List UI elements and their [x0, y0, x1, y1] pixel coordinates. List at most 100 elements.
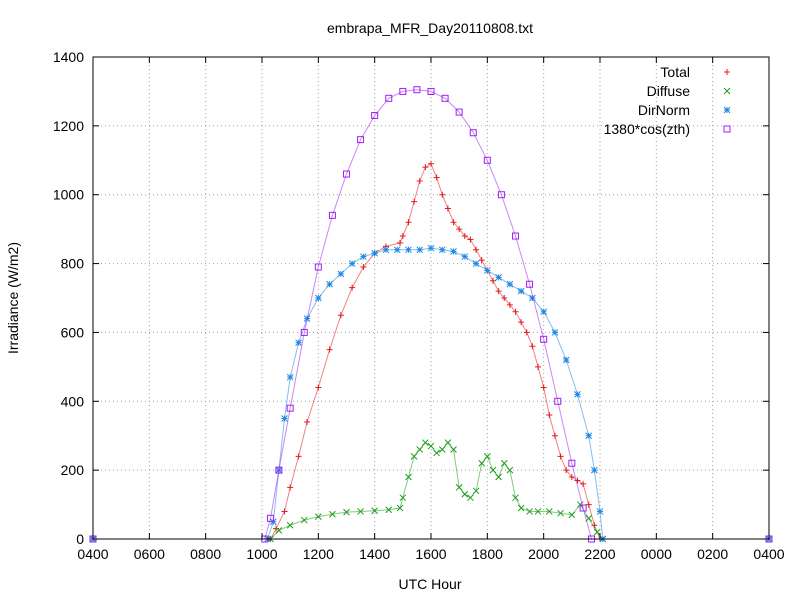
- data-point: [523, 329, 530, 336]
- x-tick-label: 0400: [753, 546, 784, 562]
- data-point: [399, 87, 407, 95]
- data-point: [273, 525, 280, 532]
- data-point: [483, 156, 491, 164]
- grid-lines: [93, 57, 769, 539]
- x-tick-label: 0400: [77, 546, 108, 562]
- data-point: [286, 373, 294, 381]
- data-point: [483, 453, 491, 460]
- data-point: [399, 494, 407, 502]
- data-point: [405, 219, 412, 226]
- data-point: [478, 257, 485, 264]
- data-point: [495, 273, 502, 281]
- data-point: [512, 232, 519, 240]
- data-point: [501, 295, 508, 301]
- data-point: [343, 170, 350, 178]
- data-point: [281, 415, 288, 422]
- legend-marker: [723, 125, 731, 133]
- y-tick-label: 400: [61, 393, 85, 409]
- data-point: [416, 177, 423, 184]
- data-point: [300, 328, 308, 336]
- series-line: [93, 162, 769, 540]
- legend-marker: [723, 87, 731, 95]
- x-tick-label: 0800: [190, 546, 221, 562]
- data-point: [385, 94, 393, 102]
- data-point: [413, 86, 421, 94]
- x-tick-label: 1600: [415, 546, 446, 562]
- legend-label: DirNorm: [638, 102, 690, 118]
- data-point: [483, 267, 491, 274]
- legend-label: 1380*cos(zth): [604, 121, 690, 137]
- data-point: [467, 236, 474, 243]
- y-tick-label: 1200: [53, 118, 84, 134]
- y-tick-label: 1000: [53, 187, 84, 203]
- data-point: [540, 335, 548, 343]
- data-point: [438, 246, 446, 254]
- data-point: [287, 484, 294, 491]
- data-point: [444, 205, 451, 212]
- legend-marker: [724, 69, 730, 75]
- data-point: [517, 287, 525, 295]
- x-axis-label: UTC Hour: [398, 576, 461, 592]
- data-point: [337, 312, 344, 319]
- x-tick-label: 1400: [359, 546, 390, 562]
- data-point: [266, 514, 274, 522]
- data-point: [385, 506, 393, 514]
- data-point: [405, 473, 412, 481]
- data-point: [343, 508, 350, 516]
- data-point: [478, 459, 486, 467]
- y-tick-label: 0: [76, 531, 84, 547]
- series-square: [89, 86, 773, 543]
- data-point: [568, 474, 575, 481]
- data-point: [393, 246, 401, 254]
- data-point: [428, 160, 434, 167]
- axis-ticks: 0400 0600 0800 1000 1200 1400 1600 1800 2000 2200…: [53, 49, 785, 562]
- data-point: [275, 466, 283, 474]
- data-point: [554, 397, 562, 405]
- data-point: [416, 246, 424, 254]
- data-point: [337, 270, 345, 278]
- data-point: [461, 490, 469, 498]
- data-point: [422, 439, 429, 446]
- data-point: [512, 494, 519, 502]
- data-point: [489, 466, 497, 474]
- series-line: [93, 441, 769, 540]
- data-point: [506, 466, 514, 474]
- data-point: [489, 277, 496, 284]
- data-point: [371, 112, 379, 120]
- data-point: [461, 253, 469, 261]
- series-cross: [89, 439, 773, 543]
- data-point: [433, 449, 440, 457]
- data-point: [551, 432, 558, 439]
- data-point: [535, 363, 542, 370]
- data-point: [529, 343, 536, 350]
- data-point: [360, 264, 367, 271]
- data-point: [329, 510, 336, 518]
- data-point: [472, 260, 480, 267]
- data-point: [495, 288, 502, 295]
- data-point: [399, 233, 406, 240]
- data-point: [596, 508, 604, 515]
- data-point: [286, 404, 294, 412]
- data-point: [551, 329, 559, 336]
- data-point: [396, 504, 404, 512]
- data-point: [314, 513, 322, 520]
- data-point: [517, 504, 525, 512]
- x-tick-label: 0600: [134, 546, 165, 562]
- data-point: [512, 308, 519, 315]
- x-tick-label: 1800: [472, 546, 503, 562]
- data-point: [300, 516, 308, 524]
- data-point: [328, 211, 336, 219]
- data-point: [593, 528, 601, 536]
- data-point: [540, 308, 548, 316]
- data-point: [427, 244, 435, 252]
- data-point: [349, 284, 356, 291]
- data-point: [382, 246, 390, 254]
- data-point: [563, 467, 570, 474]
- x-tick-label: 0000: [641, 546, 672, 562]
- data-point: [455, 484, 463, 491]
- data-point: [371, 507, 379, 515]
- data-point: [562, 356, 570, 364]
- data-point: [439, 191, 446, 198]
- y-axis-label: Irradiance (W/m2): [5, 242, 21, 354]
